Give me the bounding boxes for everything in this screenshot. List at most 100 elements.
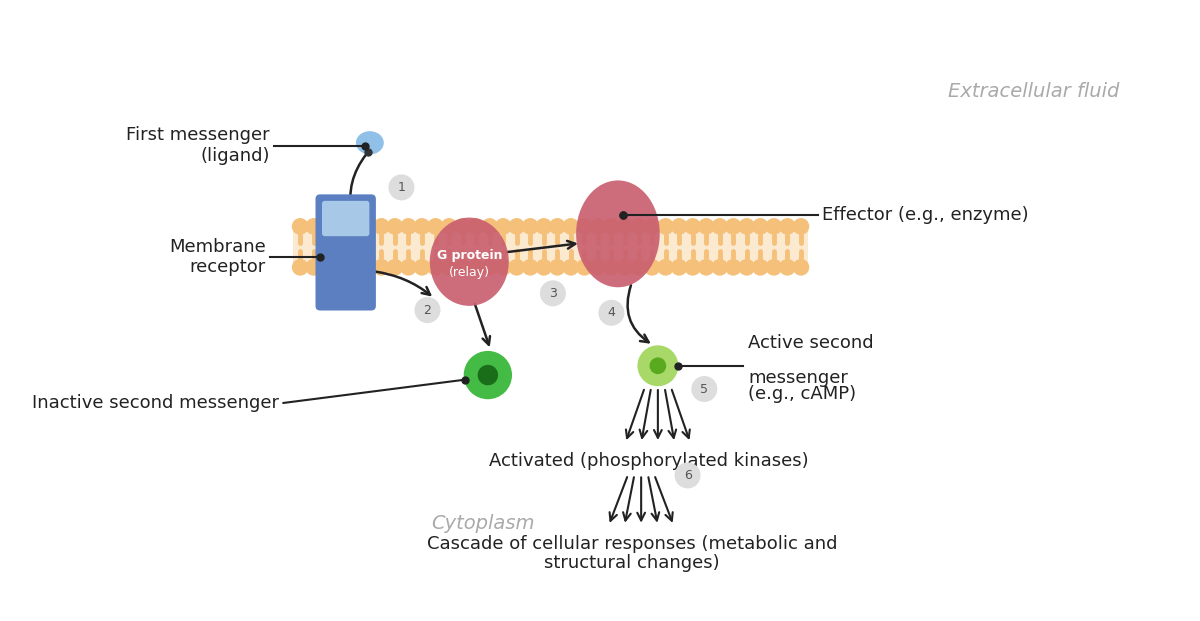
Circle shape <box>540 280 566 306</box>
Circle shape <box>599 300 624 326</box>
Circle shape <box>792 259 809 276</box>
Circle shape <box>305 259 322 276</box>
Circle shape <box>617 259 634 276</box>
Circle shape <box>455 218 470 235</box>
Circle shape <box>292 218 308 235</box>
Circle shape <box>468 259 485 276</box>
Circle shape <box>468 218 485 235</box>
Circle shape <box>698 259 714 276</box>
Circle shape <box>630 218 647 235</box>
Circle shape <box>305 218 322 235</box>
Circle shape <box>643 259 660 276</box>
Ellipse shape <box>576 181 660 288</box>
Circle shape <box>604 218 620 235</box>
Circle shape <box>589 218 606 235</box>
Circle shape <box>725 259 742 276</box>
Circle shape <box>725 218 742 235</box>
Circle shape <box>684 218 701 235</box>
Circle shape <box>658 259 674 276</box>
FancyBboxPatch shape <box>322 201 370 236</box>
Text: messenger: messenger <box>748 369 848 386</box>
Circle shape <box>766 259 782 276</box>
Circle shape <box>752 218 769 235</box>
Text: Cytoplasm: Cytoplasm <box>432 514 535 533</box>
Circle shape <box>386 259 403 276</box>
Text: Inactive second messenger: Inactive second messenger <box>32 394 278 412</box>
Circle shape <box>414 297 440 323</box>
Circle shape <box>671 218 688 235</box>
Circle shape <box>649 358 666 374</box>
Circle shape <box>509 218 526 235</box>
Circle shape <box>400 218 416 235</box>
Circle shape <box>563 259 580 276</box>
Circle shape <box>671 259 688 276</box>
Circle shape <box>522 259 539 276</box>
Circle shape <box>481 259 498 276</box>
Text: (e.g., cAMP): (e.g., cAMP) <box>748 385 856 403</box>
Circle shape <box>522 218 539 235</box>
Circle shape <box>658 218 674 235</box>
Text: Effector (e.g., enzyme): Effector (e.g., enzyme) <box>822 206 1028 224</box>
Circle shape <box>738 218 755 235</box>
Text: Active second: Active second <box>748 334 874 352</box>
Circle shape <box>792 218 809 235</box>
Circle shape <box>712 259 728 276</box>
Circle shape <box>548 218 565 235</box>
Circle shape <box>455 259 470 276</box>
Text: (relay): (relay) <box>449 266 490 279</box>
Text: structural changes): structural changes) <box>544 555 720 573</box>
Text: 5: 5 <box>701 383 708 396</box>
Text: 3: 3 <box>548 287 557 300</box>
Text: Extracellular fluid: Extracellular fluid <box>948 83 1120 101</box>
Circle shape <box>332 259 349 276</box>
Circle shape <box>752 259 769 276</box>
Circle shape <box>319 218 336 235</box>
Text: 2: 2 <box>424 304 431 317</box>
Circle shape <box>386 218 403 235</box>
Text: First messenger
(ligand): First messenger (ligand) <box>126 126 270 165</box>
Circle shape <box>576 218 593 235</box>
Circle shape <box>414 259 431 276</box>
Circle shape <box>779 259 796 276</box>
Circle shape <box>494 218 511 235</box>
Circle shape <box>630 259 647 276</box>
Text: 1: 1 <box>397 181 406 194</box>
Text: Activated (phosphorylated kinases): Activated (phosphorylated kinases) <box>488 452 809 470</box>
Circle shape <box>766 218 782 235</box>
Circle shape <box>400 259 416 276</box>
Circle shape <box>738 259 755 276</box>
Ellipse shape <box>430 217 509 306</box>
Circle shape <box>698 218 714 235</box>
Circle shape <box>414 218 431 235</box>
Circle shape <box>332 218 349 235</box>
Circle shape <box>463 351 512 399</box>
Circle shape <box>389 175 414 201</box>
Circle shape <box>360 259 377 276</box>
Circle shape <box>535 218 552 235</box>
Circle shape <box>589 259 606 276</box>
Circle shape <box>494 259 511 276</box>
Circle shape <box>346 218 362 235</box>
Circle shape <box>427 218 444 235</box>
Bar <box>293 229 809 265</box>
Circle shape <box>373 218 390 235</box>
Circle shape <box>576 259 593 276</box>
Circle shape <box>478 365 498 385</box>
Circle shape <box>548 259 565 276</box>
Circle shape <box>360 218 377 235</box>
Circle shape <box>346 259 362 276</box>
Circle shape <box>319 259 336 276</box>
Circle shape <box>292 259 308 276</box>
Circle shape <box>563 218 580 235</box>
Circle shape <box>604 259 620 276</box>
Circle shape <box>617 218 634 235</box>
Circle shape <box>481 218 498 235</box>
Circle shape <box>674 463 701 489</box>
Circle shape <box>637 345 678 386</box>
Text: 6: 6 <box>684 469 691 482</box>
Circle shape <box>643 218 660 235</box>
Circle shape <box>440 259 457 276</box>
Circle shape <box>509 259 526 276</box>
Circle shape <box>684 259 701 276</box>
Circle shape <box>779 218 796 235</box>
